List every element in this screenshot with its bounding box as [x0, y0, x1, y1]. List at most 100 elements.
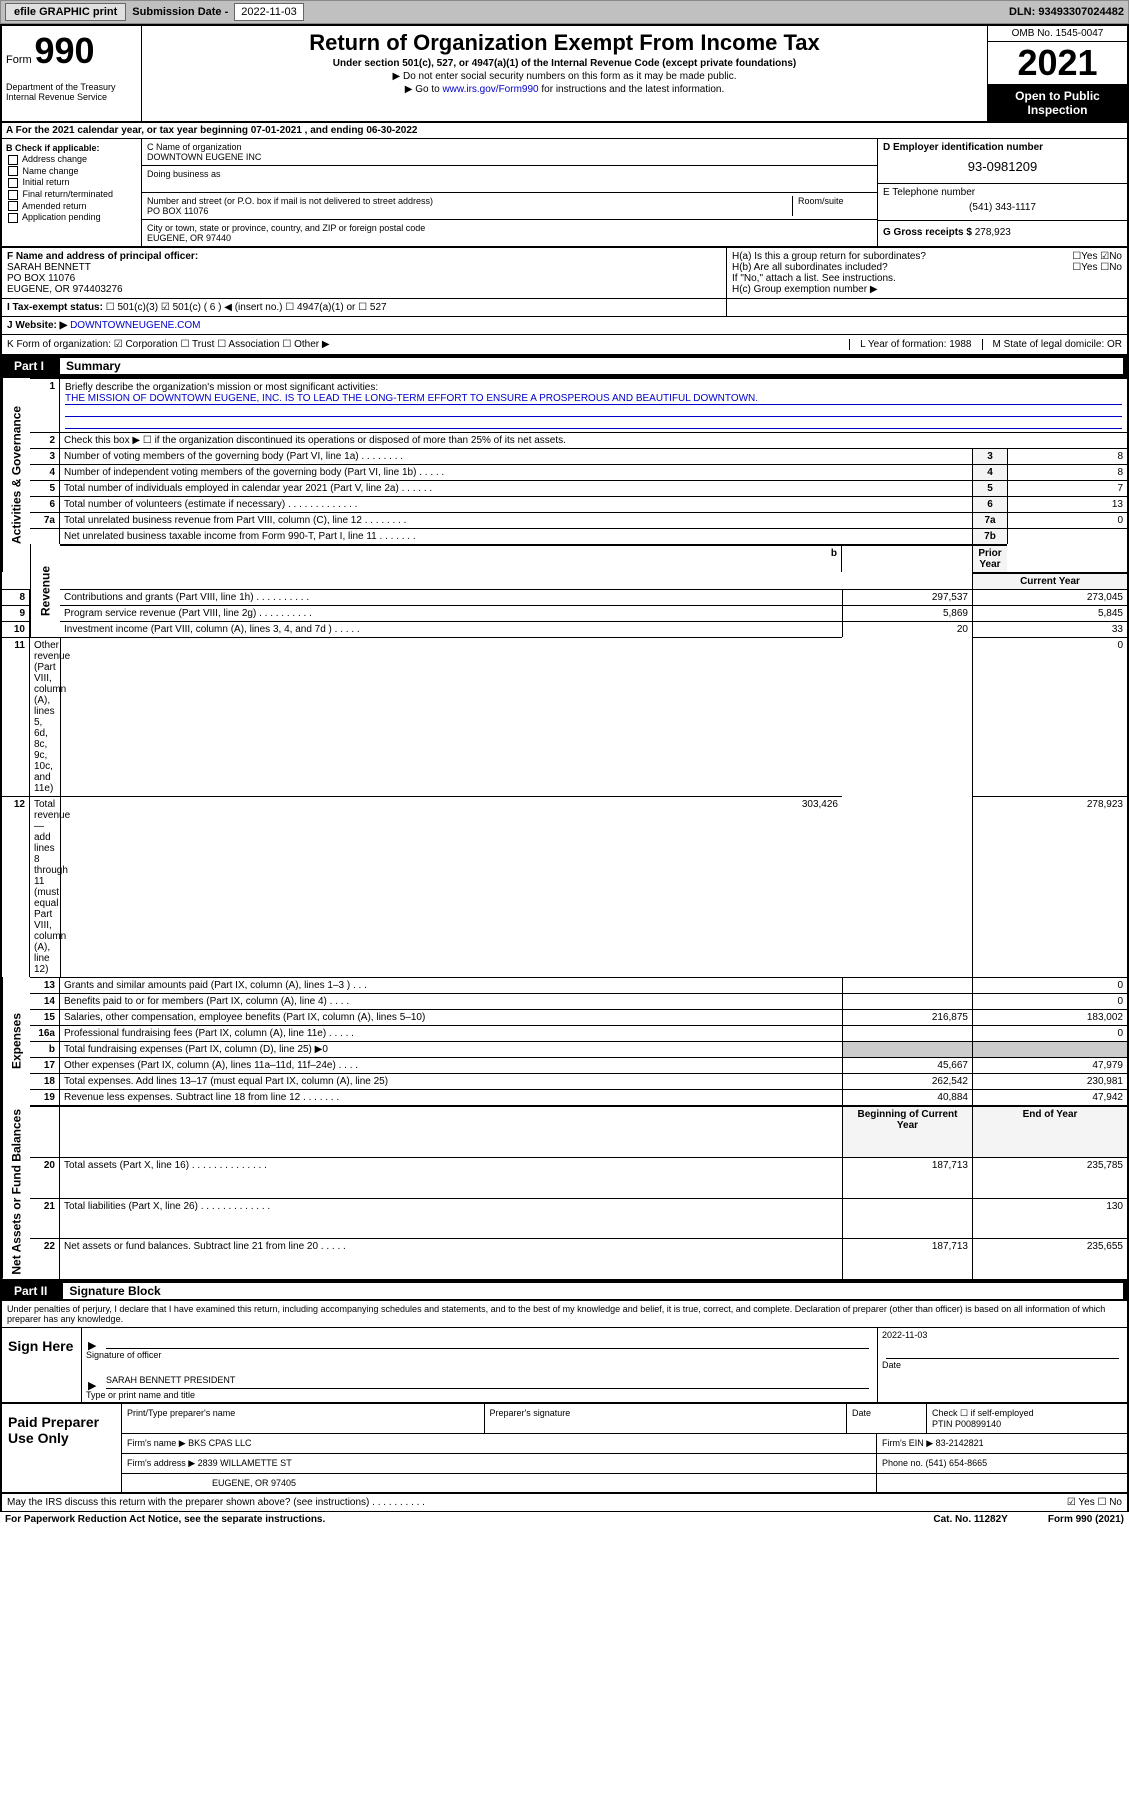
line-num: 19: [30, 1089, 60, 1105]
line-desc: Other revenue (Part VIII, column (A), li…: [30, 637, 60, 796]
discuss-answer: ☑ Yes ☐ No: [1067, 1497, 1122, 1508]
app-pending-checkbox[interactable]: [8, 213, 18, 223]
row-f-h: F Name and address of principal officer:…: [0, 248, 1129, 299]
omb-number: OMB No. 1545-0047: [988, 26, 1127, 42]
org-name: DOWNTOWN EUGENE INC: [147, 152, 872, 162]
line-desc: Investment income (Part VIII, column (A)…: [60, 621, 842, 637]
efile-print-button[interactable]: efile GRAPHIC print: [5, 3, 126, 21]
line-value: 13: [1007, 496, 1127, 512]
submission-date-value: 2022-11-03: [234, 3, 303, 21]
prior-year-value: 40,884: [842, 1089, 972, 1105]
prior-year-value: 45,667: [842, 1057, 972, 1073]
street-label: Number and street (or P.O. box if mail i…: [147, 196, 792, 206]
line-num: 11: [2, 637, 30, 796]
ssn-warning: ▶ Do not enter social security numbers o…: [146, 71, 983, 82]
line-num: 22: [30, 1238, 60, 1278]
line-value: 0: [1007, 512, 1127, 528]
phone-value: (541) 343-1117: [883, 198, 1122, 217]
line-desc: Total unrelated business revenue from Pa…: [60, 512, 972, 528]
cat-no: Cat. No. 11282Y: [933, 1514, 1007, 1525]
officer-value: SARAH BENNETT PO BOX 11076 EUGENE, OR 97…: [7, 262, 721, 295]
current-year-value: 0: [972, 637, 1127, 796]
line-num: 17: [30, 1057, 60, 1073]
firm-address-2: EUGENE, OR 97405: [122, 1474, 877, 1492]
form-title: Return of Organization Exempt From Incom…: [146, 30, 983, 56]
current-year-value: 278,923: [972, 796, 1127, 977]
q2-discontinued: Check this box ▶ ☐ if the organization d…: [60, 432, 1127, 448]
line-desc: Net assets or fund balances. Subtract li…: [60, 1238, 842, 1278]
ptin-value: P00899140: [955, 1419, 1001, 1429]
sign-here-label: Sign Here: [2, 1328, 82, 1402]
line-num: 8: [2, 589, 30, 605]
website-link[interactable]: DOWNTOWNEUGENE.COM: [70, 320, 200, 331]
hb-label: H(b) Are all subordinates included?: [732, 262, 888, 273]
col-current-year: Current Year: [972, 572, 1127, 589]
line-desc: Number of voting members of the governin…: [60, 448, 972, 464]
line-desc: Professional fundraising fees (Part IX, …: [60, 1025, 842, 1041]
phone-label: E Telephone number: [883, 187, 975, 198]
current-year-value: 33: [972, 621, 1127, 637]
ein-label: D Employer identification number: [883, 142, 1043, 153]
part-1-header: Part I Summary: [0, 356, 1129, 376]
preparer-date-header: Date: [847, 1404, 927, 1433]
line-value: 8: [1007, 464, 1127, 480]
state-domicile: M State of legal domicile: OR: [982, 339, 1123, 350]
hb-note: If "No," attach a list. See instructions…: [732, 273, 1122, 284]
current-year-value: 0: [972, 1025, 1127, 1041]
prior-year-value: [842, 1041, 972, 1057]
current-year-value: 230,981: [972, 1073, 1127, 1089]
line-num: 20: [30, 1157, 60, 1197]
preparer-sig-header: Preparer's signature: [485, 1404, 848, 1433]
col-b-checkboxes: B Check if applicable: Address change Na…: [2, 139, 142, 246]
year-box: OMB No. 1545-0047 2021 Open to Public In…: [987, 26, 1127, 121]
discuss-with-preparer-row: May the IRS discuss this return with the…: [0, 1494, 1129, 1512]
summary-table: Activities & Governance 1 Briefly descri…: [0, 376, 1129, 1281]
street-address: PO BOX 11076: [147, 206, 792, 216]
line-num: 12: [2, 796, 30, 977]
signature-of-officer-label: Signature of officer: [86, 1350, 873, 1360]
line-num: 7a: [30, 512, 60, 528]
col-prior-year: Prior Year: [972, 544, 1007, 572]
prior-year-value: [842, 1025, 972, 1041]
line-ref: 4: [972, 464, 1007, 480]
name-change-checkbox[interactable]: [8, 166, 18, 176]
line-num: 6: [30, 496, 60, 512]
prior-year-value: [842, 977, 972, 993]
current-year-value: [972, 1041, 1127, 1057]
col-eoy: End of Year: [972, 1105, 1127, 1157]
firm-phone: (541) 654-8665: [926, 1458, 988, 1468]
line-desc: Number of independent voting members of …: [60, 464, 972, 480]
line-num: [30, 528, 60, 544]
room-suite-label: Room/suite: [792, 196, 872, 216]
line-num: 4: [30, 464, 60, 480]
row-i-status: I Tax-exempt status: ☐ 501(c)(3) ☑ 501(c…: [0, 299, 1129, 317]
initial-return-checkbox[interactable]: [8, 178, 18, 188]
prior-year-value: 262,542: [842, 1073, 972, 1089]
type-name-label: Type or print name and title: [86, 1390, 873, 1400]
mission-text: THE MISSION OF DOWNTOWN EUGENE, INC. IS …: [65, 393, 1122, 405]
firm-name: BKS CPAS LLC: [188, 1438, 251, 1448]
final-return-checkbox[interactable]: [8, 190, 18, 200]
line-ref: 3: [972, 448, 1007, 464]
irs-link[interactable]: www.irs.gov/Form990: [442, 84, 538, 95]
gross-receipts-value: 278,923: [975, 227, 1011, 238]
dba-label: Doing business as: [147, 169, 872, 179]
dept-treasury: Department of the Treasury Internal Reve…: [6, 82, 137, 102]
addr-change-checkbox[interactable]: [8, 155, 18, 165]
line-desc: Grants and similar amounts paid (Part IX…: [60, 977, 842, 993]
self-employed-check: Check ☐ if self-employed: [932, 1408, 1034, 1418]
line-a-tax-year: A For the 2021 calendar year, or tax yea…: [0, 123, 1129, 139]
hc-label: H(c) Group exemption number ▶: [732, 284, 1122, 295]
line-desc: Benefits paid to or for members (Part IX…: [60, 993, 842, 1009]
col-c-org-info: C Name of organization DOWNTOWN EUGENE I…: [142, 139, 877, 246]
amended-return-checkbox[interactable]: [8, 201, 18, 211]
line-desc: Total assets (Part X, line 16) . . . . .…: [60, 1157, 842, 1197]
line-value: 8: [1007, 448, 1127, 464]
current-year-value: 130: [972, 1198, 1127, 1238]
line-desc: Total number of individuals employed in …: [60, 480, 972, 496]
ha-label: H(a) Is this a group return for subordin…: [732, 251, 926, 262]
line-desc: Program service revenue (Part VIII, line…: [60, 605, 842, 621]
sig-date-label: Date: [882, 1360, 1123, 1370]
form-title-box: Return of Organization Exempt From Incom…: [142, 26, 987, 121]
form-header: Form 990 Department of the Treasury Inte…: [0, 24, 1129, 123]
